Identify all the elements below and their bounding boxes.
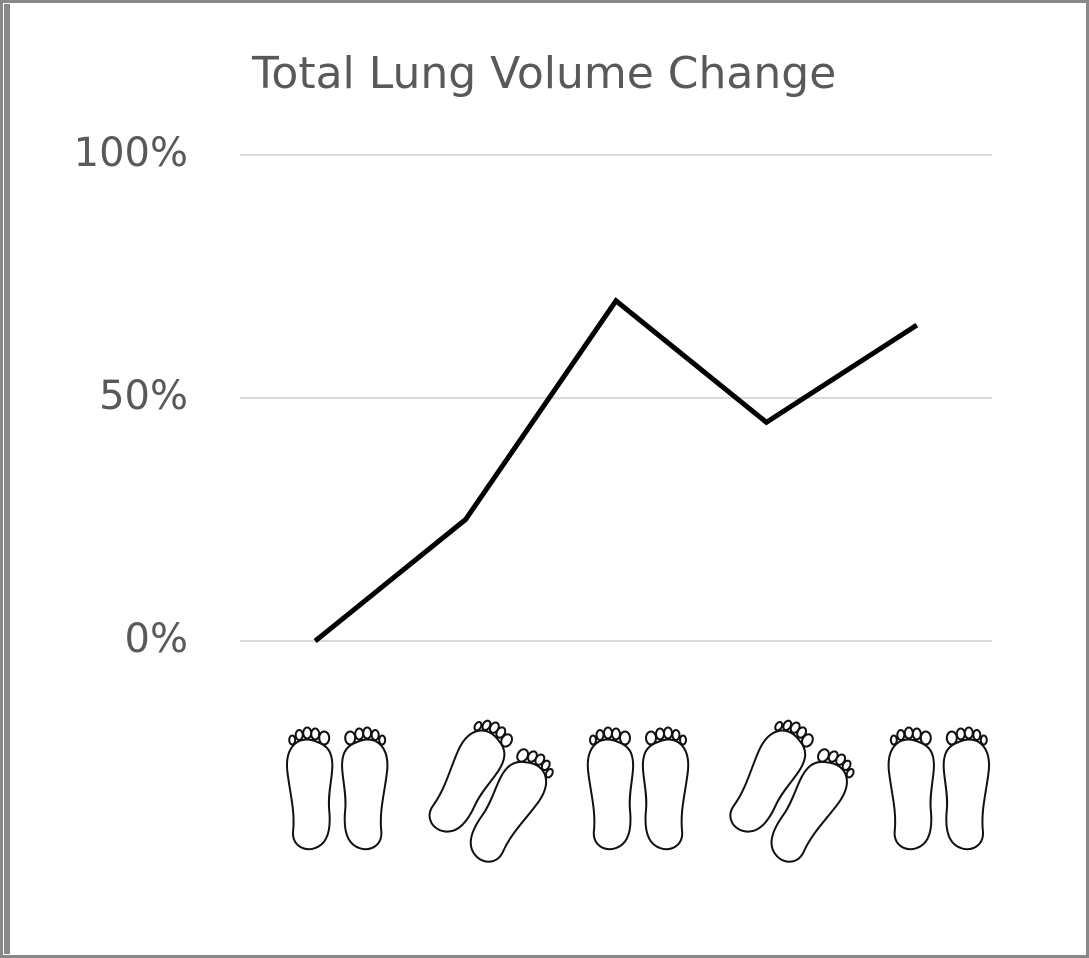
foot-icon xyxy=(286,726,389,851)
foot-toe xyxy=(294,729,304,741)
foot-icon xyxy=(586,726,690,851)
foot-sole xyxy=(729,729,807,833)
foot-toe xyxy=(945,730,958,746)
foot-toe xyxy=(911,727,922,741)
foot-step xyxy=(770,748,855,863)
foot-toe xyxy=(816,748,830,763)
foot xyxy=(586,726,635,851)
foot xyxy=(286,726,334,851)
foot-toe xyxy=(619,730,631,746)
foot xyxy=(729,719,814,833)
foot-toe xyxy=(481,719,492,732)
foot-toe xyxy=(611,727,621,741)
foot-toe xyxy=(655,727,665,741)
foot-toe xyxy=(774,721,784,732)
foot-toe xyxy=(603,726,613,740)
foot-toe xyxy=(544,768,554,779)
frame-edge xyxy=(4,4,10,954)
foot xyxy=(469,748,554,863)
foot-toe xyxy=(645,730,657,746)
foot-sole xyxy=(770,760,848,863)
foot-step xyxy=(729,719,814,833)
foot-sole xyxy=(428,729,506,833)
foot-toe xyxy=(540,759,551,772)
foot-toe xyxy=(302,726,313,740)
foot-step xyxy=(428,719,514,833)
foot-toe xyxy=(473,721,483,732)
foot-toe xyxy=(889,734,898,746)
foot-toe xyxy=(589,734,597,746)
foot xyxy=(770,748,855,863)
foot xyxy=(428,719,514,833)
foot-toe xyxy=(679,734,687,746)
foot-toe xyxy=(288,734,297,746)
foot-icon xyxy=(428,719,554,863)
foot xyxy=(341,726,389,851)
foot xyxy=(942,726,990,851)
foot-sole xyxy=(887,738,935,851)
foot-sole xyxy=(286,738,334,851)
line xyxy=(313,297,919,643)
foot-sole xyxy=(641,738,690,851)
foot-toe xyxy=(955,727,966,741)
foot-toe xyxy=(310,727,321,741)
foot-toe xyxy=(896,729,906,741)
foot-toe xyxy=(903,726,914,740)
foot-toe xyxy=(800,733,814,748)
foot-toe xyxy=(370,729,380,741)
foot-sole xyxy=(341,738,389,851)
foot-toe xyxy=(500,733,514,748)
foot-sole xyxy=(586,738,635,851)
foot-toe xyxy=(318,730,331,746)
foot-icon xyxy=(729,719,855,863)
foot-toe xyxy=(671,729,681,741)
foot-toe xyxy=(782,719,793,732)
foot-toe xyxy=(663,726,673,740)
foot-toe xyxy=(378,734,387,746)
foot-toe xyxy=(972,729,982,741)
foot-toe xyxy=(845,768,855,779)
foot xyxy=(641,726,690,851)
y-tick-label: 0% xyxy=(125,616,188,662)
foot-step xyxy=(469,748,554,863)
foot-sole xyxy=(469,760,548,863)
chart-title: Total Lung Volume Change xyxy=(251,48,836,99)
foot-toe xyxy=(516,748,530,763)
foot xyxy=(887,726,935,851)
foot-toe xyxy=(919,730,932,746)
y-tick-label: 50% xyxy=(99,373,188,419)
foot-toe xyxy=(595,729,605,741)
y-tick-label: 100% xyxy=(74,130,188,176)
foot-icon xyxy=(887,726,990,851)
foot-toe xyxy=(354,727,365,741)
foot-sole xyxy=(942,738,990,851)
foot-toe xyxy=(979,734,988,746)
foot-toe xyxy=(344,730,357,746)
foot-toe xyxy=(963,726,974,740)
foot-toe xyxy=(362,726,373,740)
foot-toe xyxy=(841,759,852,772)
